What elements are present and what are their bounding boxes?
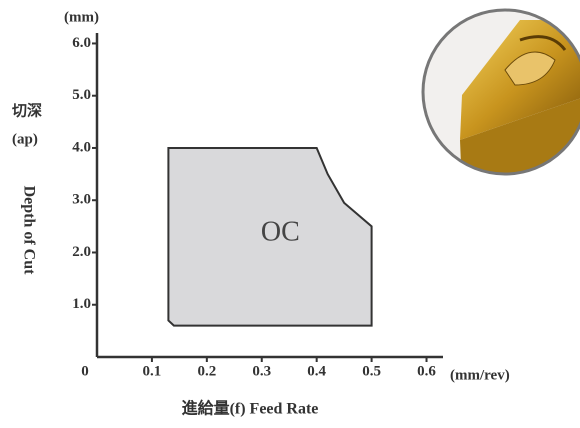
y-label: Depth of Cut	[20, 186, 37, 276]
x-tick-label: 0.2	[197, 363, 216, 379]
x-tick-label: 0.6	[417, 363, 436, 379]
y-label-sym: (ap)	[12, 131, 38, 147]
region-label: OC	[261, 216, 300, 247]
x-tick-label: 0.1	[143, 363, 162, 379]
insert-photo	[421, 8, 580, 176]
y-tick-label: 4.0	[72, 139, 91, 155]
y-tick-label: 2.0	[72, 244, 91, 260]
y-tick-label: 1.0	[72, 296, 91, 312]
x-tick-label: 0.3	[252, 363, 271, 379]
x-tick-label: 0	[81, 363, 89, 379]
y-unit: (mm)	[64, 9, 99, 25]
y-tick-label: 5.0	[72, 87, 91, 103]
region	[167, 146, 373, 327]
x-label: 進給量(f) Feed Rate	[182, 399, 319, 418]
x-tick-label: 0.5	[362, 363, 381, 379]
x-unit: (mm/rev)	[450, 367, 510, 383]
y-tick-label: 6.0	[72, 35, 91, 51]
x-tick-label: 0.4	[307, 363, 326, 379]
y-tick-label: 3.0	[72, 192, 91, 208]
y-label-cn: 切深	[12, 101, 42, 119]
